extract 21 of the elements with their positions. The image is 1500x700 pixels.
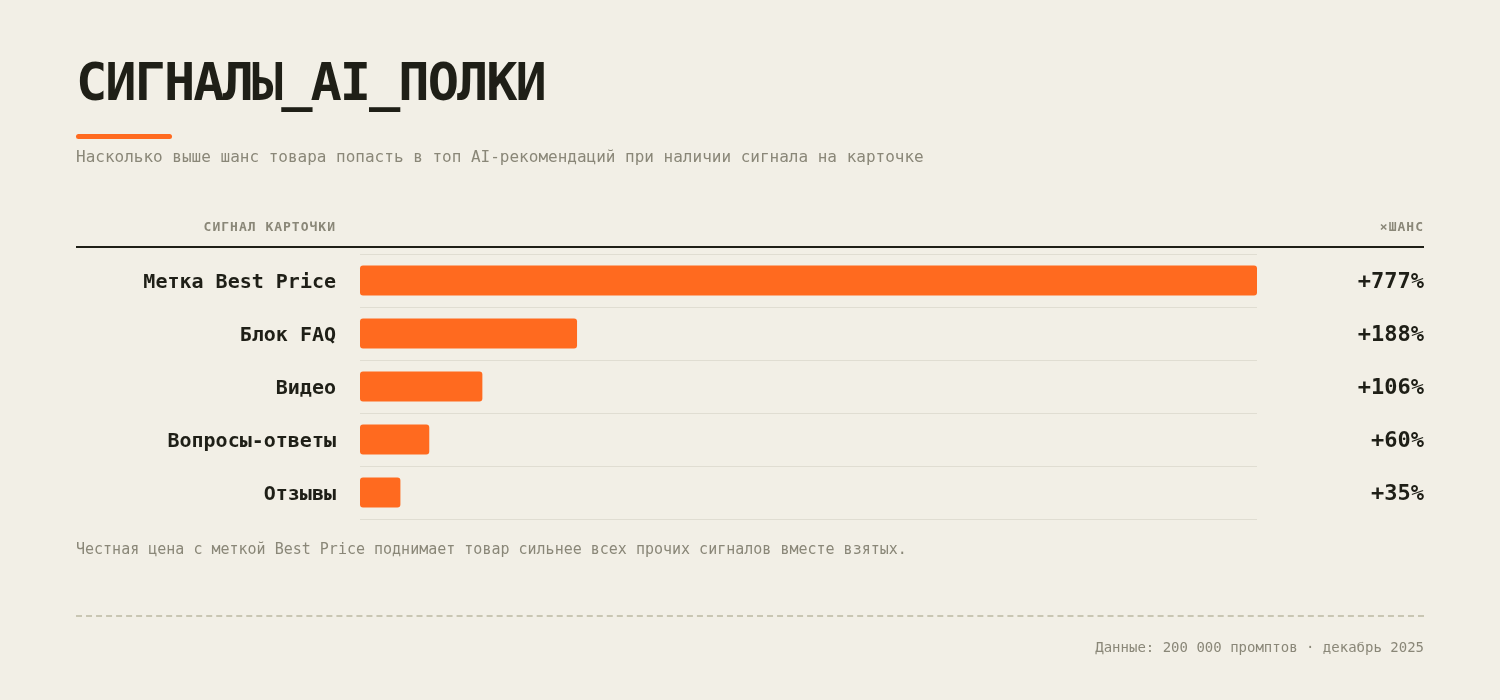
text: ×ШАНС <box>1379 219 1424 234</box>
text: Данные: 200 000 промптов · декабрь 2025 <box>1095 639 1424 655</box>
chart-title: СИГНАЛЫ_AI_ПОЛКИ <box>76 52 545 112</box>
y-axis-title: СИГНАЛ КАРТОЧКИ <box>203 219 336 234</box>
y-tick-label: Вопросы-ответы <box>167 427 336 452</box>
y-tick-label: Отзывы <box>263 480 336 505</box>
text: Честная цена с меткой Best Price поднимает товар сильнее всех прочих сигналов вместе взятых. <box>76 540 907 558</box>
chart-subtitle: Насколько выше шанс товара попасть в топ AI-рекомендаций при наличии сигнала на карточке <box>76 147 924 166</box>
data-label: +35% <box>1371 480 1425 505</box>
data-label: +60% <box>1371 427 1425 452</box>
y-tick-label: Видео <box>275 374 336 399</box>
y-tick-label: Метка Best Price <box>143 268 336 293</box>
data-label: +777% <box>1357 268 1425 293</box>
data-label: +106% <box>1357 374 1425 399</box>
bar <box>360 424 430 455</box>
bar <box>360 318 578 349</box>
y-tick-label: Блок FAQ <box>239 321 336 346</box>
bar <box>360 477 401 508</box>
data-label: +188% <box>1357 321 1425 346</box>
bar <box>360 265 1257 296</box>
bar <box>360 371 483 402</box>
